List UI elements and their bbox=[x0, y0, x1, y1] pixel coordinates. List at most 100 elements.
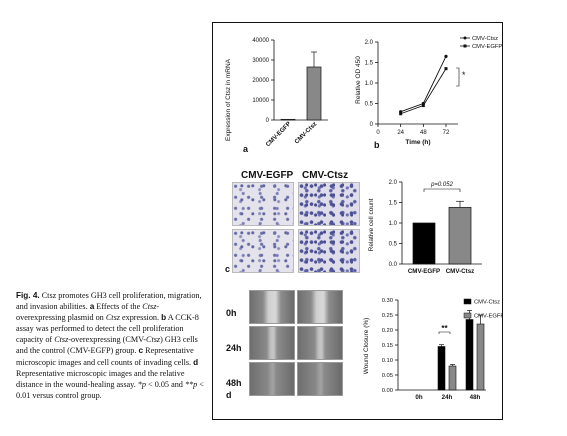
wound-image-egfp-24h bbox=[249, 326, 295, 360]
chart-b-point bbox=[444, 54, 448, 58]
caption-intro: Ctsz promotes GH3 cell proliferation, mi… bbox=[16, 291, 202, 312]
chart-b-ytick-label: 1.0 bbox=[365, 81, 374, 87]
chart-c-pvalue: p=0.052 bbox=[430, 182, 454, 188]
caption-b-gene2: Ctsz bbox=[146, 335, 161, 345]
wound-image-ctsz-24h bbox=[297, 326, 343, 360]
chart-d-xtick-label: 48h bbox=[470, 394, 481, 401]
chart-d-legend-swatch bbox=[463, 312, 472, 319]
caption-a-label: a bbox=[89, 302, 95, 312]
caption-p2: **p bbox=[184, 379, 198, 389]
caption-a-text-1: Effects of the bbox=[94, 302, 143, 312]
chart-b-xtick-label: 48 bbox=[420, 130, 427, 136]
panel-letter-a: a bbox=[243, 144, 249, 154]
chart-b-ytick-label: 0 bbox=[370, 122, 374, 128]
chart-d-ylabel: Wound Closure (%) bbox=[363, 318, 370, 375]
caption-b-text-3: ) GH3 cells and the control (CMV-EGFP) g… bbox=[16, 335, 198, 356]
micro-image-egfp-2 bbox=[232, 229, 294, 273]
chart-c-ytick-label: 0.0 bbox=[389, 262, 398, 268]
micro-image-ctsz-1 bbox=[298, 182, 360, 226]
chart-d-xtick-label: 0h bbox=[415, 394, 422, 401]
caption-p1: *p bbox=[137, 379, 146, 389]
chart-d-ytick-label: 0.10 bbox=[382, 358, 393, 364]
chart-c-ylabel: Relative cell count bbox=[368, 198, 375, 251]
micro-image-ctsz-2 bbox=[298, 229, 360, 273]
chart-b-ytick-label: 0.5 bbox=[365, 102, 374, 108]
chart-a-ytick-label: 30000 bbox=[252, 58, 269, 64]
caption-c-label: c bbox=[138, 346, 144, 356]
caption-a-gene: Ctsz bbox=[142, 302, 157, 312]
chart-b-point bbox=[444, 67, 448, 71]
chart-b-point bbox=[421, 104, 425, 108]
chart-c-bar bbox=[448, 207, 472, 265]
wound-image-ctsz-0h bbox=[297, 290, 343, 324]
chart-d-ytick-label: 0.15 bbox=[382, 343, 393, 349]
caption-a-gene2: Ctsz bbox=[105, 313, 120, 323]
caption-p1-text: < 0.05 and bbox=[145, 379, 185, 389]
chart-c-ytick-label: 1.5 bbox=[389, 201, 398, 207]
chart-c-xtick-label: CMV-Ctsz bbox=[446, 268, 475, 275]
chart-a-bar bbox=[306, 66, 322, 121]
chart-b-legend-marker bbox=[463, 36, 467, 40]
chart-d-bar bbox=[437, 346, 446, 391]
chart-a-bar bbox=[280, 119, 296, 121]
panel-d-row-48h: 48h bbox=[226, 378, 242, 388]
chart-c-bar bbox=[412, 222, 436, 265]
panel-letter-c: c bbox=[225, 264, 231, 274]
chart-c-bracket bbox=[423, 188, 461, 192]
wound-image-egfp-0h bbox=[249, 290, 295, 324]
chart-d-ytick-label: 0.20 bbox=[382, 328, 393, 334]
caption-a-text-3: expression. bbox=[119, 313, 162, 323]
chart-b-ytick-label: 1.5 bbox=[365, 61, 374, 67]
figure-frame bbox=[212, 22, 503, 420]
chart-d-ytick-label: 0.00 bbox=[382, 388, 393, 394]
panel-d-row-24h: 24h bbox=[226, 343, 242, 353]
chart-d-xtick-label: 24h bbox=[442, 394, 453, 401]
panel-letter-b: b bbox=[374, 140, 380, 150]
chart-b-ytick-label: 2.0 bbox=[365, 40, 374, 46]
chart-a-xtick-label: CMV-Ctsz bbox=[293, 120, 318, 145]
chart-d-ytick-label: 0.30 bbox=[382, 298, 393, 304]
chart-a-ytick-label: 20000 bbox=[252, 78, 269, 84]
chart-d-bar bbox=[476, 323, 485, 391]
chart-b-significance: * bbox=[462, 70, 466, 80]
chart-b-legend-marker bbox=[463, 44, 467, 48]
wound-image-egfp-48h bbox=[249, 362, 295, 396]
chart-d-bracket bbox=[438, 331, 451, 334]
chart-a-ytick-label: 0 bbox=[266, 118, 270, 124]
chart-d-ytick-label: 0.25 bbox=[382, 313, 393, 319]
figure-caption: Fig. 4. Ctsz promotes GH3 cell prolifera… bbox=[16, 290, 204, 401]
panel-d-row-0h: 0h bbox=[226, 308, 237, 318]
caption-d-label: d bbox=[193, 357, 199, 367]
chart-c-ytick-label: 2.0 bbox=[389, 180, 398, 186]
chart-d-significance: ** bbox=[441, 324, 448, 333]
chart-d-legend-label: CMV-EGFP bbox=[474, 314, 503, 320]
chart-a-xtick-label: CMV-EGFP bbox=[265, 120, 293, 148]
chart-c-xtick-label: CMV-EGFP bbox=[408, 268, 440, 275]
chart-d-bar bbox=[465, 319, 474, 391]
chart-b-xtick-label: 72 bbox=[443, 130, 450, 136]
caption-d-text: Representative microscopic images and th… bbox=[16, 368, 185, 389]
chart-b-bracket bbox=[456, 67, 460, 87]
caption-b-text-2: -overexpressing (CMV- bbox=[68, 335, 146, 345]
fig-label: Fig. 4. bbox=[16, 291, 40, 300]
panel-c-col-ctsz: CMV-Ctsz bbox=[302, 170, 349, 181]
caption-c-text: Representative microscopic images and ce… bbox=[16, 346, 194, 367]
chart-a-ytick-label: 10000 bbox=[252, 98, 269, 104]
chart-b-ylabel: Relative OD 450 bbox=[355, 56, 362, 104]
caption-b-label: b bbox=[161, 313, 167, 323]
caption-b-gene: Ctsz bbox=[54, 335, 69, 345]
chart-b-legend-label: CMV-Ctsz bbox=[472, 36, 498, 42]
chart-b-xtick-label: 0 bbox=[376, 130, 380, 136]
caption-a-text-2: -overexpressing plasmid on bbox=[16, 302, 160, 323]
chart-b-legend-label: CMV-EGFP bbox=[472, 44, 502, 50]
chart-d-legend-label: CMV-Ctsz bbox=[474, 300, 500, 306]
chart-c-ytick-label: 1.0 bbox=[389, 221, 398, 227]
chart-d-legend-swatch bbox=[463, 298, 472, 305]
chart-c-ytick-label: 0.5 bbox=[389, 242, 398, 248]
chart-c: Relative cell count 0.0 0.5 1.0 1.5 2.0 CMV-… bbox=[368, 180, 482, 275]
chart-b: Relative OD 450 0 0.5 1.0 1.5 2.0 0 24 48 72 Ti… bbox=[355, 36, 502, 146]
panel-letter-d: d bbox=[226, 390, 232, 400]
micro-image-egfp-1 bbox=[232, 182, 294, 226]
chart-d: Wound Closure (%) 0.00 0.05 0.10 0.15 0.20 0.… bbox=[363, 298, 503, 401]
wound-image-ctsz-48h bbox=[297, 362, 343, 396]
